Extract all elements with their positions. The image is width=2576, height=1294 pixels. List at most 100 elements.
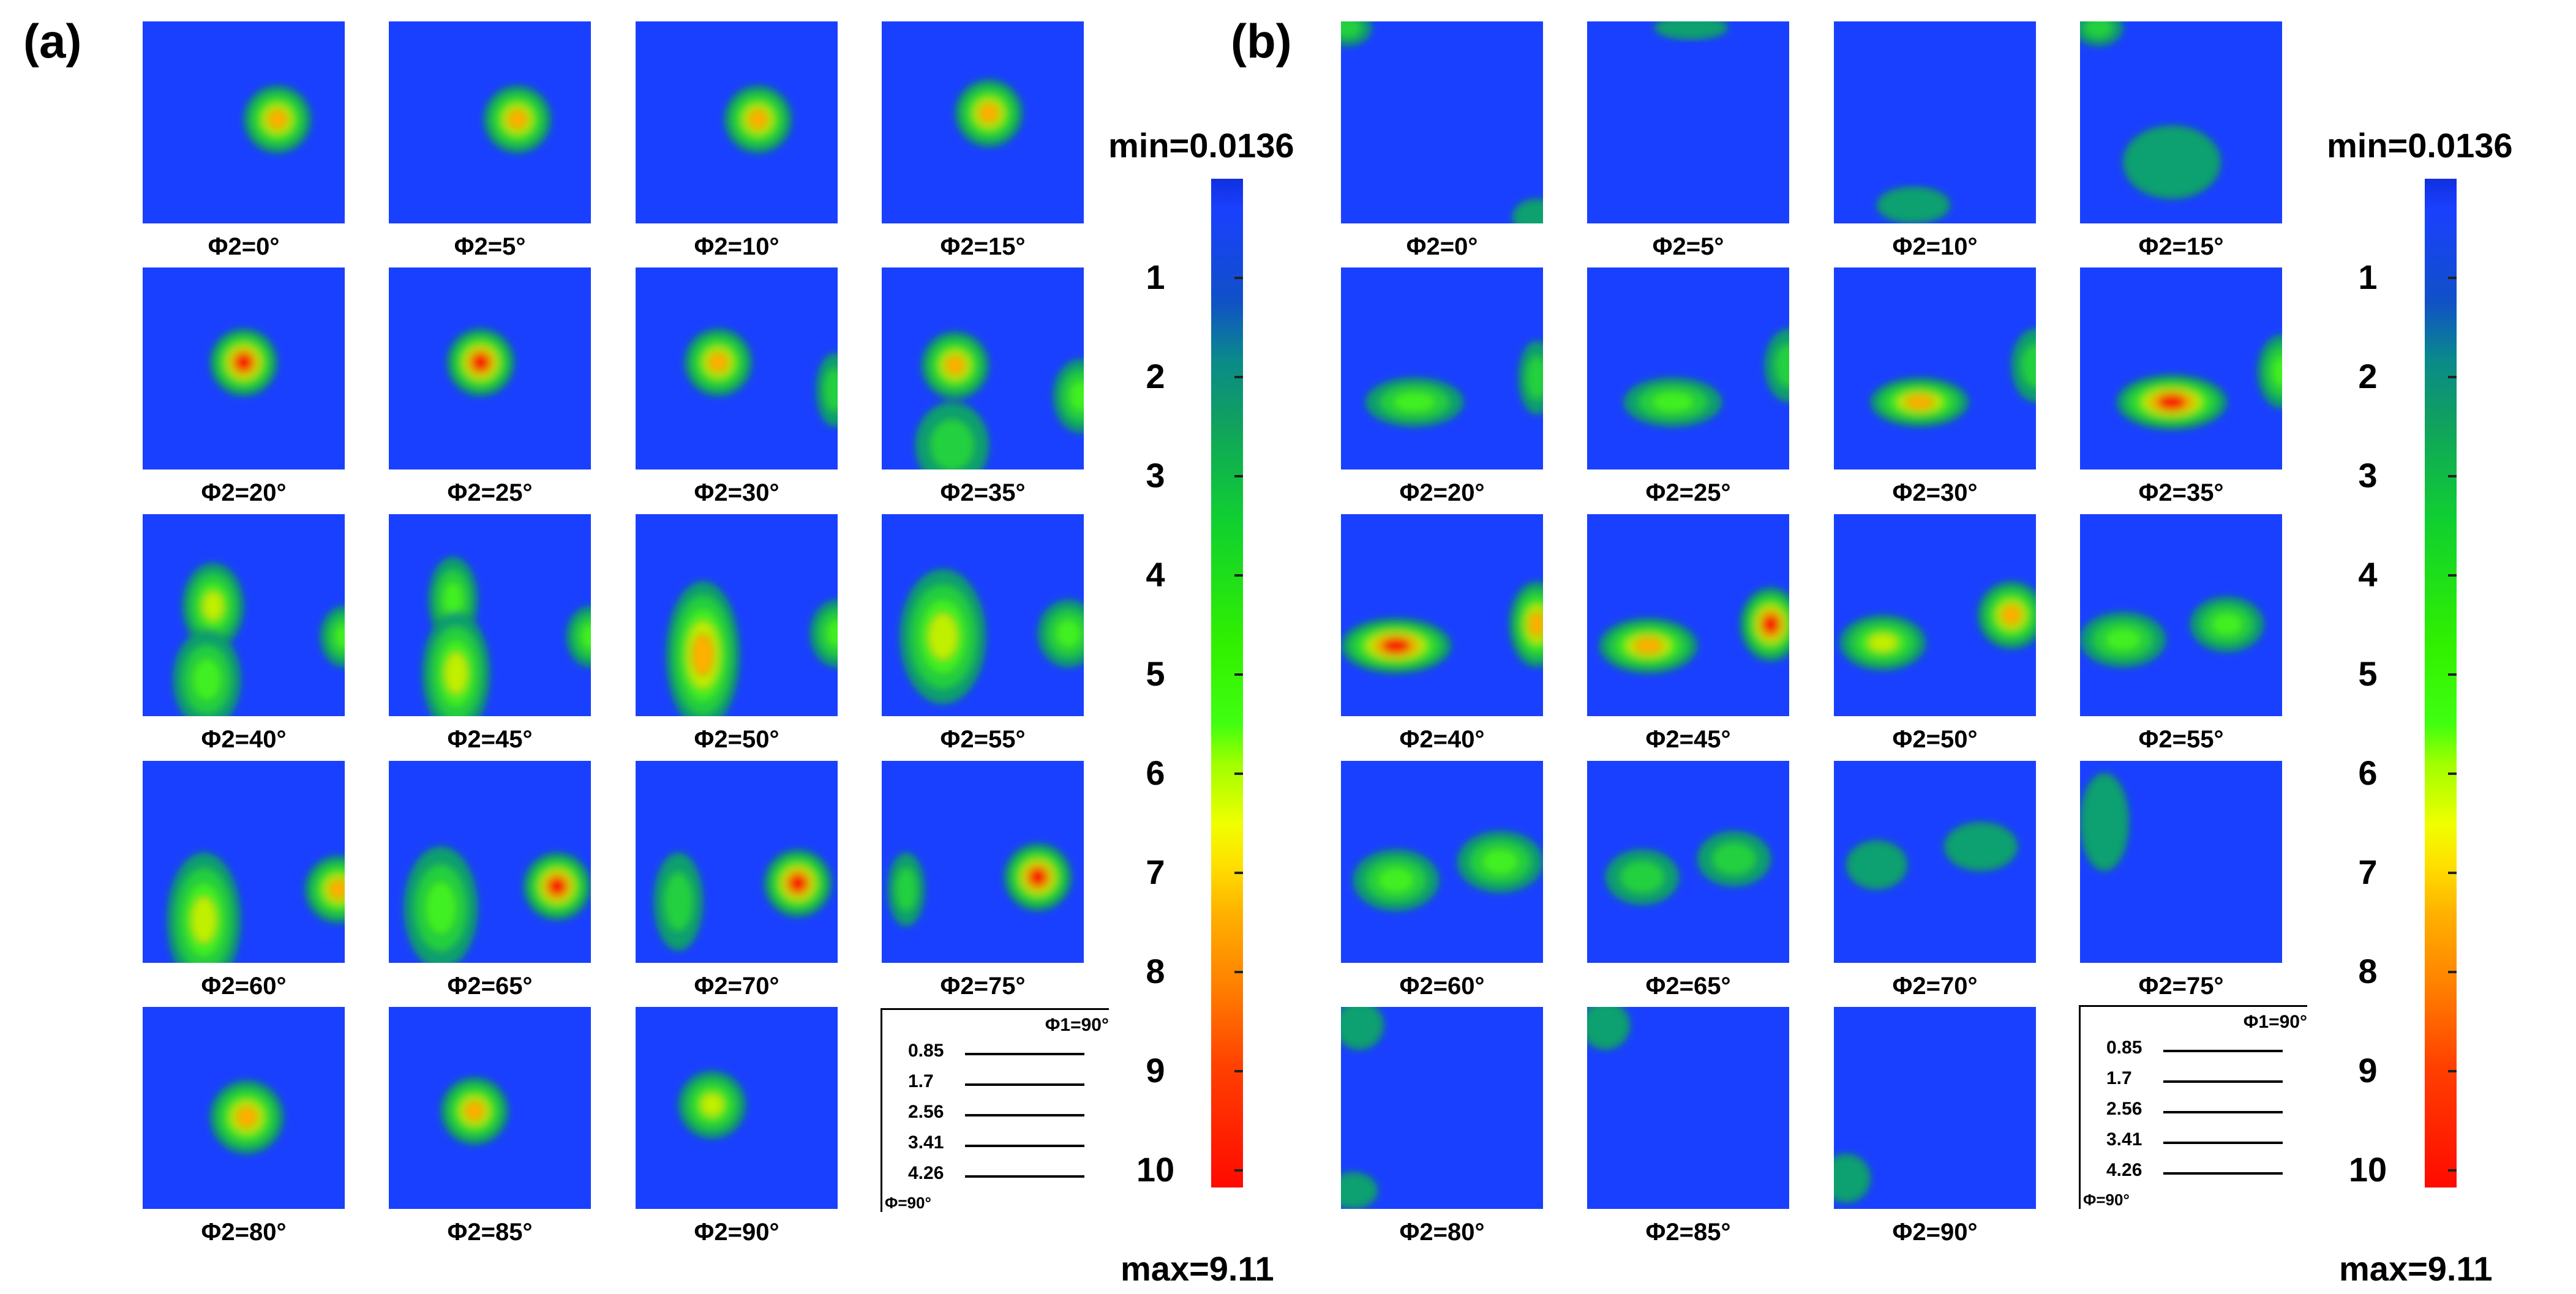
odf-section-label: Φ2=70°	[694, 973, 779, 1000]
odf-section-tile	[1587, 514, 1789, 716]
odf-section-label: Φ2=0°	[208, 233, 280, 260]
scale-tick-mark	[2448, 673, 2457, 676]
odf-section-tile	[1587, 761, 1789, 963]
contour-legend: Φ1=90° 0.85 1.7 2.56 3.41 4.26 Φ=90°	[881, 1008, 1109, 1212]
odf-section-label: Φ2=85°	[1645, 1219, 1731, 1246]
odf-section-tile	[2080, 21, 2282, 223]
odf-section-label: Φ2=10°	[694, 233, 779, 260]
scale-tick-mark	[2448, 475, 2457, 477]
scale-tick-mark	[1234, 1070, 1243, 1072]
odf-section-tile	[1834, 761, 2036, 963]
odf-section-label: Φ2=55°	[940, 726, 1026, 753]
odf-section-tile	[1341, 267, 1543, 469]
scale-tick-label: 8	[1146, 952, 1165, 990]
odf-section-label: Φ2=20°	[201, 479, 287, 506]
odf-section-label: Φ2=5°	[1652, 233, 1724, 260]
legend-level-value: 3.41	[908, 1132, 944, 1153]
odf-section-tile	[2080, 267, 2282, 469]
odf-section-tile	[389, 1007, 591, 1209]
scale-tick-mark	[2448, 574, 2457, 577]
legend-level-line	[965, 1175, 1084, 1178]
odf-section-label: Φ2=5°	[454, 233, 526, 260]
odf-section-tile	[1341, 1007, 1543, 1209]
legend-level-line	[2163, 1050, 2283, 1052]
odf-section-tile	[1341, 514, 1543, 716]
scale-tick-mark	[1234, 673, 1243, 676]
scale-tick-mark	[2448, 1070, 2457, 1072]
odf-section-label: Φ2=60°	[1399, 973, 1485, 1000]
odf-section-tile	[2080, 514, 2282, 716]
legend-level-line	[965, 1145, 1084, 1147]
odf-section-tile	[636, 21, 838, 223]
odf-section-tile	[143, 761, 345, 963]
odf-section-tile	[1587, 1007, 1789, 1209]
legend-level-line	[965, 1114, 1084, 1116]
odf-section-tile	[389, 761, 591, 963]
odf-section-label: Φ2=10°	[1892, 233, 1978, 260]
legend-phi1-label: Φ1=90°	[1045, 1015, 1109, 1035]
scale-tick-label: 5	[2358, 654, 2378, 693]
odf-section-tile	[882, 761, 1084, 963]
odf-section-tile	[389, 514, 591, 716]
odf-section-tile	[1587, 267, 1789, 469]
scale-tick-label: 7	[2358, 853, 2378, 891]
odf-section-tile	[882, 267, 1084, 469]
legend-level-value: 2.56	[2106, 1099, 2142, 1119]
scale-tick-mark	[2448, 1169, 2457, 1172]
odf-section-tile	[389, 267, 591, 469]
odf-section-label: Φ2=85°	[447, 1219, 533, 1246]
scale-tick-label: 9	[2358, 1051, 2378, 1090]
odf-section-tile	[1587, 21, 1789, 223]
scale-tick-label: 4	[1146, 555, 1165, 594]
odf-section-label: Φ2=65°	[1645, 973, 1731, 1000]
odf-section-tile	[143, 267, 345, 469]
odf-section-tile	[1834, 267, 2036, 469]
odf-section-tile	[1834, 21, 2036, 223]
scale-tick-label: 1	[1146, 258, 1165, 296]
odf-section-tile	[882, 514, 1084, 716]
odf-section-tile	[882, 21, 1084, 223]
scale-tick-label: 7	[1146, 853, 1165, 891]
odf-section-tile	[636, 514, 838, 716]
odf-section-label: Φ2=25°	[1645, 479, 1731, 506]
odf-section-label: Φ2=20°	[1399, 479, 1485, 506]
scale-tick-label: 2	[2358, 357, 2378, 395]
scale-tick-label: 5	[1146, 654, 1165, 693]
odf-section-label: Φ2=90°	[1892, 1219, 1978, 1246]
scale-tick-mark	[1234, 277, 1243, 279]
panel-a-letter: (a)	[23, 14, 82, 68]
odf-section-tile	[1341, 21, 1543, 223]
scale-tick-mark	[1234, 772, 1243, 775]
odf-section-label: Φ2=40°	[201, 726, 287, 753]
odf-section-label: Φ2=35°	[940, 479, 1026, 506]
legend-level-line	[2163, 1142, 2283, 1144]
color-scale-bar	[1211, 179, 1243, 1187]
scale-tick-mark	[1234, 1169, 1243, 1172]
odf-section-label: Φ2=65°	[447, 973, 533, 1000]
legend-level-line	[965, 1083, 1084, 1086]
scale-tick-mark	[1234, 574, 1243, 577]
scale-max-label: max=9.11	[2339, 1249, 2493, 1288]
odf-section-tile	[636, 267, 838, 469]
scale-tick-label: 9	[1146, 1051, 1165, 1090]
odf-section-label: Φ2=15°	[2138, 233, 2224, 260]
legend-level-line	[2163, 1080, 2283, 1083]
odf-section-label: Φ2=60°	[201, 973, 287, 1000]
scale-tick-label: 8	[2358, 952, 2378, 990]
legend-phi-label: Φ=90°	[885, 1194, 931, 1212]
odf-section-label: Φ2=45°	[447, 726, 533, 753]
panel-b-letter: (b)	[1231, 14, 1292, 68]
odf-section-label: Φ2=15°	[940, 233, 1026, 260]
legend-level-line	[2163, 1111, 2283, 1113]
legend-level-value: 4.26	[2106, 1160, 2142, 1180]
odf-section-tile	[143, 514, 345, 716]
legend-level-value: 0.85	[2106, 1038, 2142, 1058]
odf-section-tile	[1834, 514, 2036, 716]
odf-section-label: Φ2=45°	[1645, 726, 1731, 753]
odf-section-tile	[1834, 1007, 2036, 1209]
scale-tick-label: 3	[1146, 456, 1165, 495]
scale-tick-label: 10	[2348, 1150, 2387, 1189]
odf-section-tile	[143, 21, 345, 223]
scale-tick-mark	[2448, 277, 2457, 279]
scale-min-label: min=0.0136	[2327, 126, 2513, 165]
